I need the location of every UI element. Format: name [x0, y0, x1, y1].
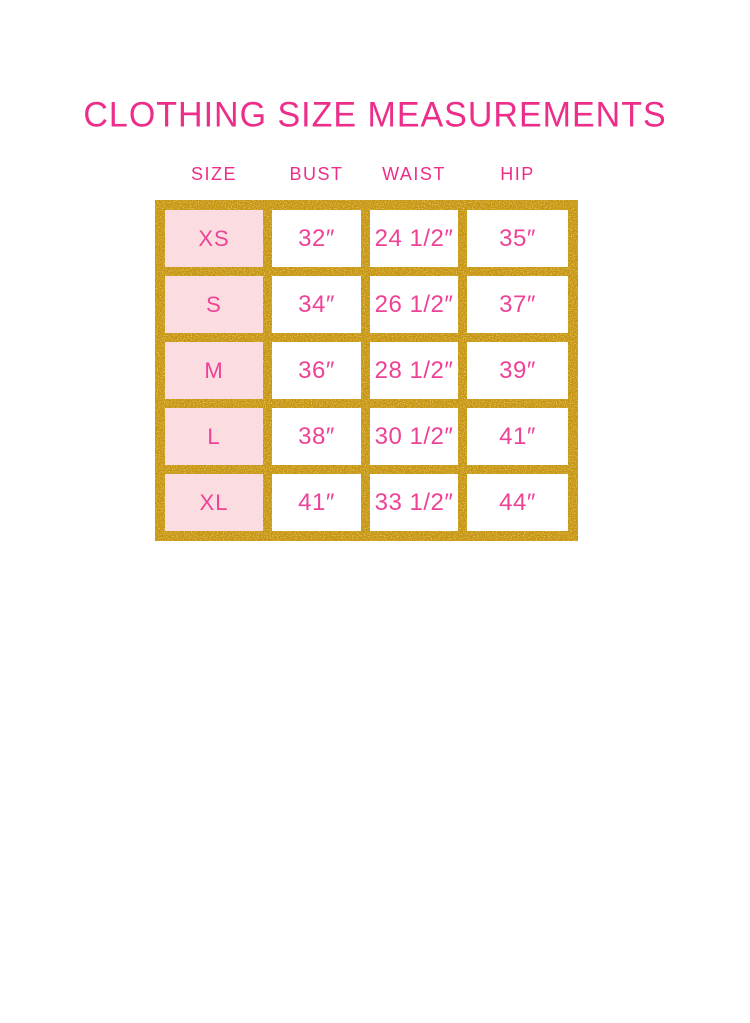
size-chart: SIZE BUST WAIST HIP [155, 164, 578, 541]
waist-measurement-cell: 30 1/2″ [370, 408, 458, 465]
hip-measurement-cell: 39″ [467, 342, 568, 399]
bust-measurement-cell: 34″ [272, 276, 361, 333]
waist-measurement-cell: 28 1/2″ [370, 342, 458, 399]
hip-measurement-cell: 44″ [467, 474, 568, 531]
size-label-cell: M [165, 342, 263, 399]
size-label-cell: S [165, 276, 263, 333]
column-header-bust: BUST [289, 164, 344, 184]
size-label-cell: XS [165, 210, 263, 267]
column-header-row: SIZE BUST WAIST HIP [155, 164, 578, 185]
table-grid: XS 32″ 24 1/2″ 35″ S 34″ 26 1/2″ 37″ M 3… [155, 200, 578, 541]
waist-measurement-cell: 24 1/2″ [370, 210, 458, 267]
column-header-hip: HIP [500, 164, 535, 184]
waist-measurement-cell: 26 1/2″ [370, 276, 458, 333]
measurements-table: XS 32″ 24 1/2″ 35″ S 34″ 26 1/2″ 37″ M 3… [155, 200, 578, 541]
size-label-cell: XL [165, 474, 263, 531]
hip-measurement-cell: 41″ [467, 408, 568, 465]
bust-measurement-cell: 36″ [272, 342, 361, 399]
bust-measurement-cell: 32″ [272, 210, 361, 267]
waist-measurement-cell: 33 1/2″ [370, 474, 458, 531]
hip-measurement-cell: 35″ [467, 210, 568, 267]
page-title: CLOTHING SIZE MEASUREMENTS [83, 95, 667, 135]
bust-measurement-cell: 41″ [272, 474, 361, 531]
column-header-size: SIZE [190, 164, 237, 184]
bust-measurement-cell: 38″ [272, 408, 361, 465]
column-header-waist: WAIST [382, 164, 446, 184]
hip-measurement-cell: 37″ [467, 276, 568, 333]
size-label-cell: L [165, 408, 263, 465]
